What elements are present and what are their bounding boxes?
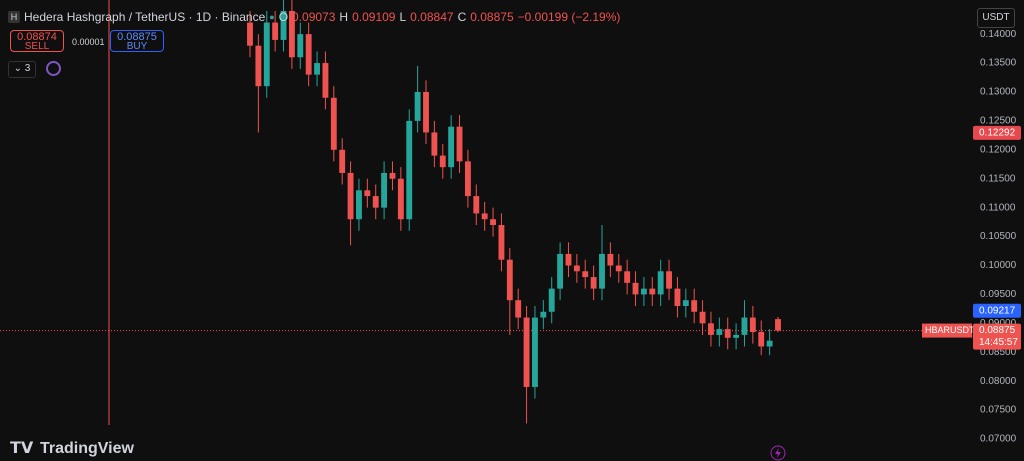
y-tick-label: 0.12500 xyxy=(980,116,1017,127)
price-tag xyxy=(973,323,1021,350)
price-tag-value: 0.08875 xyxy=(979,325,1016,336)
y-tick-label: 0.13000 xyxy=(980,87,1017,98)
sell-label: SELL xyxy=(24,41,50,52)
logo: 𝗧𝗩 TradingView xyxy=(10,440,135,457)
title: Hedera Hashgraph / TetherUS · 1D · Binan… xyxy=(24,10,266,24)
y-tick-label: 0.10500 xyxy=(980,231,1017,242)
open-value: 0.09073 xyxy=(292,10,336,24)
price-marker-label: 0.09217 xyxy=(979,305,1016,316)
countdown: 14:45:57 xyxy=(979,337,1018,348)
change: −0.00199 (−2.19%) xyxy=(517,10,621,24)
c-label: C xyxy=(457,10,467,24)
price-marker xyxy=(973,303,1021,318)
y-tick-label: 0.07000 xyxy=(980,434,1017,445)
o-label: O xyxy=(278,10,289,24)
spread: 0.00001 xyxy=(72,37,105,47)
price-marker xyxy=(973,125,1021,140)
y-tick-label: 0.08500 xyxy=(980,347,1017,358)
y-tick-label: 0.07500 xyxy=(980,405,1017,416)
buy-button[interactable]: 0.08875 BUY xyxy=(110,30,164,52)
buy-price: 0.08875 xyxy=(117,31,157,43)
price-axis xyxy=(972,0,1024,461)
y-tick-label: 0.12000 xyxy=(980,144,1017,155)
close-value: 0.08875 xyxy=(470,10,514,24)
y-tick-label: 0.09500 xyxy=(980,289,1017,300)
y-tick-label: 0.09000 xyxy=(980,318,1017,329)
y-tick-label: 0.11000 xyxy=(980,202,1016,213)
indicator-count: 3 xyxy=(24,63,31,74)
status-dot: ● xyxy=(269,12,275,22)
currency-button[interactable]: USDT xyxy=(977,8,1015,28)
lightning-bolt xyxy=(775,448,781,458)
sync-icon[interactable] xyxy=(46,61,61,76)
symbol-tag-text: HBARUSDT xyxy=(925,325,975,335)
h-label: H xyxy=(339,10,349,24)
y-tick-label: 0.14000 xyxy=(980,29,1017,40)
symbol-icon: H xyxy=(8,11,20,23)
buy-label: BUY xyxy=(126,41,148,52)
y-tick-label: 0.10000 xyxy=(980,260,1017,271)
l-label: L xyxy=(399,10,407,24)
low-value: 0.08847 xyxy=(410,10,454,24)
symbol-tag xyxy=(922,323,972,338)
sell-button[interactable]: 0.08874 SELL xyxy=(10,30,64,52)
high-value: 0.09109 xyxy=(352,10,396,24)
y-tick-label: 0.08000 xyxy=(980,376,1017,387)
lightning-icon[interactable] xyxy=(770,445,786,461)
sell-price: 0.08874 xyxy=(17,31,57,43)
logo-text: TradingView xyxy=(40,440,135,457)
indicators-toggle[interactable]: ⌄ 3 xyxy=(8,61,36,78)
y-tick-label: 0.11500 xyxy=(980,173,1016,184)
logo-icon: 𝗧𝗩 xyxy=(10,440,34,457)
header: H Hedera Hashgraph / TetherUS · 1D · Bin… xyxy=(8,10,620,24)
price-marker-label: 0.12292 xyxy=(979,128,1016,139)
y-tick-label: 0.13500 xyxy=(980,58,1017,69)
